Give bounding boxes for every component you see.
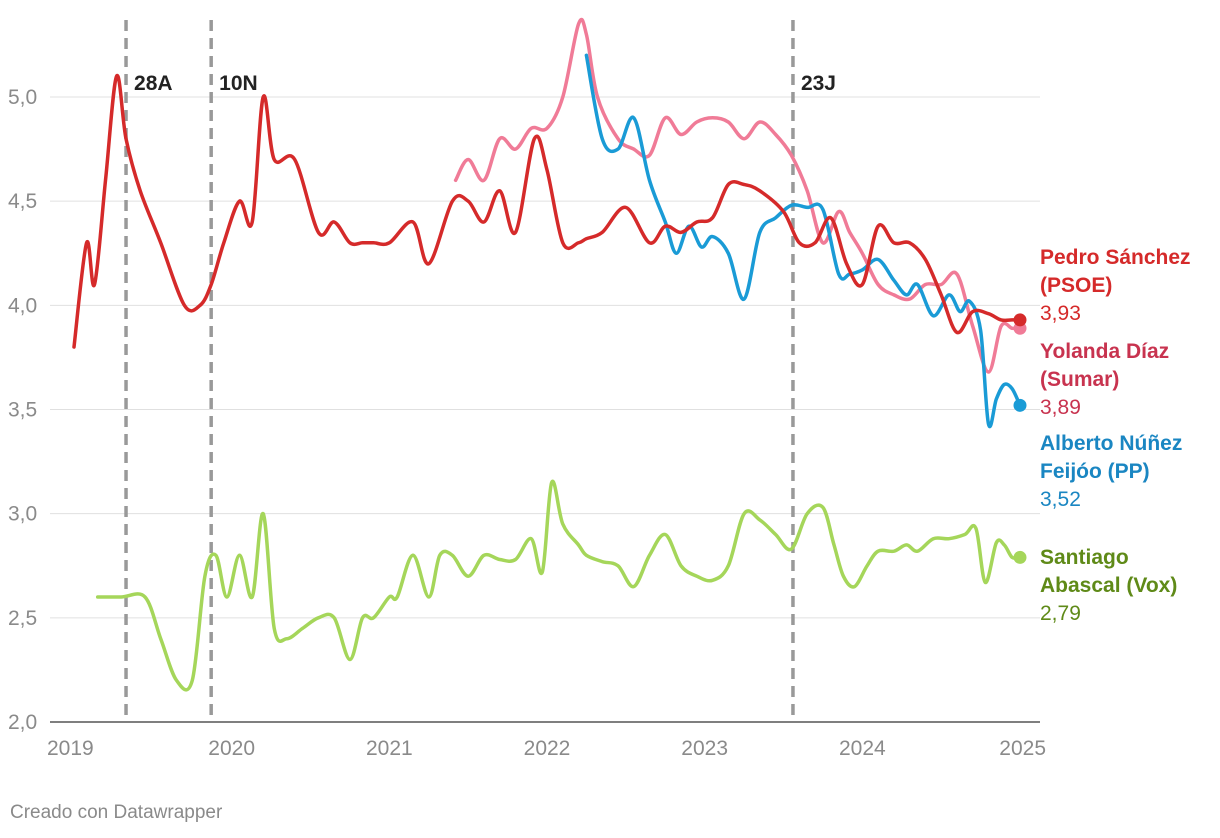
event-label: 28A xyxy=(134,72,173,95)
x-tick-label: 2025 xyxy=(999,737,1046,760)
series-label-value: 3,93 xyxy=(1040,302,1081,325)
series-end-dot xyxy=(1013,550,1027,564)
x-tick-label: 2021 xyxy=(366,737,413,760)
y-tick-label: 4,5 xyxy=(8,190,37,213)
series-label-name: Yolanda Díaz xyxy=(1040,340,1169,363)
y-tick-label: 2,5 xyxy=(8,607,37,630)
series-label-value: 3,52 xyxy=(1040,488,1081,511)
series-label-name: (Sumar) xyxy=(1040,368,1119,391)
series-line xyxy=(584,53,1022,429)
x-tick-label: 2019 xyxy=(47,737,94,760)
event-label: 10N xyxy=(219,72,258,95)
x-tick-label: 2023 xyxy=(681,737,728,760)
y-tick-label: 3,5 xyxy=(8,399,37,422)
series-line xyxy=(72,74,1022,349)
y-tick-label: 2,0 xyxy=(8,711,37,734)
event-markers: 28A 10N 23J xyxy=(124,20,836,722)
series-line xyxy=(453,17,1022,374)
series-lines xyxy=(72,17,1027,692)
series-label-name: (PSOE) xyxy=(1040,274,1112,297)
y-tick-label: 3,0 xyxy=(8,503,37,526)
series-end-labels: Pedro Sánchez (PSOE) 3,93 Yolanda Díaz (Suma… xyxy=(1040,246,1191,625)
series-label-name: Alberto Núñez xyxy=(1040,432,1182,455)
series-end-dot xyxy=(1013,313,1027,327)
series-label-value: 2,79 xyxy=(1040,602,1081,625)
series-line xyxy=(95,479,1022,692)
series-label-name: Pedro Sánchez xyxy=(1040,246,1191,269)
credit-text: Creado con Datawrapper xyxy=(10,802,223,823)
y-tick-label: 4,0 xyxy=(8,294,37,317)
series-label-value: 3,89 xyxy=(1040,396,1081,419)
series-end-dot xyxy=(1013,398,1027,412)
x-tick-label: 2024 xyxy=(839,737,886,760)
y-axis-ticks: 2,0 2,5 3,0 3,5 4,0 4,5 5,0 xyxy=(8,86,37,734)
x-tick-label: 2022 xyxy=(524,737,571,760)
series-label-name: Feijóo (PP) xyxy=(1040,460,1150,483)
y-tick-label: 5,0 xyxy=(8,86,37,109)
series-label-name: Santiago xyxy=(1040,546,1129,569)
series-label-name: Abascal (Vox) xyxy=(1040,574,1177,597)
x-tick-label: 2020 xyxy=(208,737,255,760)
event-label: 23J xyxy=(801,72,836,95)
gridlines xyxy=(50,96,1040,723)
x-axis-ticks: 2019 2020 2021 2022 2023 2024 2025 xyxy=(47,737,1046,760)
